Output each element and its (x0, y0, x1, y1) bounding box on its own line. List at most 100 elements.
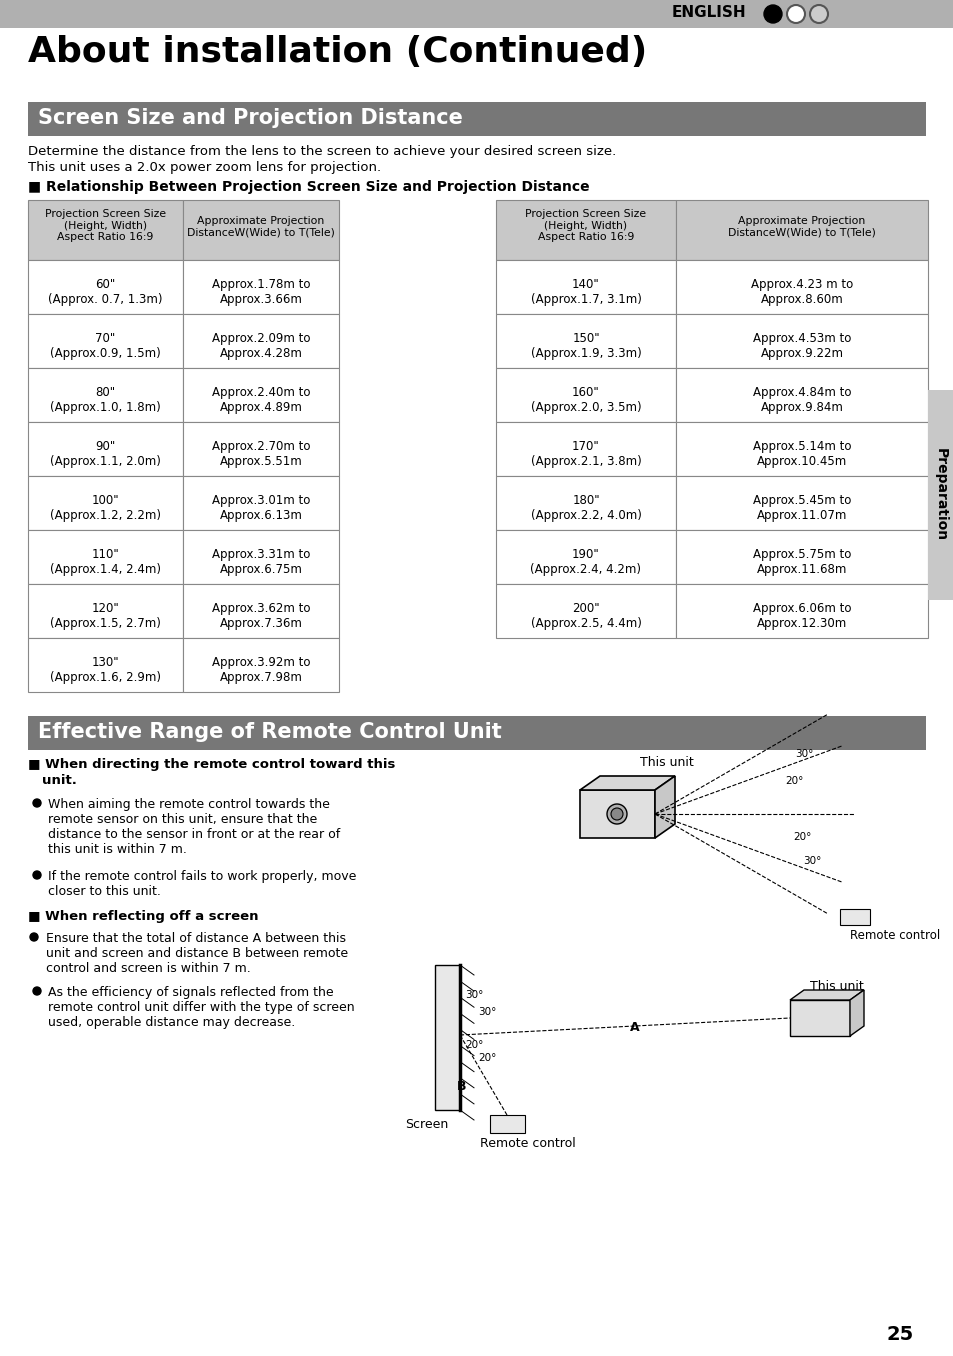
Bar (183, 315, 338, 367)
Text: A: A (629, 1021, 639, 1035)
Text: Ensure that the total of distance A between this
unit and screen and distance B : Ensure that the total of distance A betw… (46, 932, 348, 975)
Bar (676, 584, 927, 639)
Bar (28, 476, 183, 530)
Bar (183, 584, 338, 639)
Text: 100"
(Approx.1.2, 2.2m): 100" (Approx.1.2, 2.2m) (50, 494, 161, 522)
Text: Approx.6.06m to
Approx.12.30m: Approx.6.06m to Approx.12.30m (752, 602, 850, 631)
Bar (496, 260, 676, 315)
Circle shape (809, 5, 827, 23)
Text: Remote control: Remote control (479, 1136, 576, 1150)
Text: If the remote control fails to work properly, move
closer to this unit.: If the remote control fails to work prop… (48, 871, 356, 898)
Bar (496, 584, 676, 639)
Text: B: B (456, 1079, 466, 1093)
Bar (183, 422, 338, 476)
Bar (676, 422, 927, 476)
Text: Approx.4.53m to
Approx.9.22m: Approx.4.53m to Approx.9.22m (752, 332, 850, 359)
Bar (183, 639, 338, 692)
Text: 190"
(Approx.2.4, 4.2m): 190" (Approx.2.4, 4.2m) (530, 548, 640, 576)
Bar (0, 0, 953, 28)
Bar (183, 367, 338, 422)
FancyBboxPatch shape (579, 791, 655, 838)
Bar (496, 476, 676, 530)
Text: Screen Size and Projection Distance: Screen Size and Projection Distance (38, 108, 462, 127)
Circle shape (33, 799, 41, 807)
Bar (676, 199, 927, 260)
Polygon shape (579, 776, 675, 791)
Text: ■ When directing the remote control toward this: ■ When directing the remote control towa… (28, 758, 395, 772)
Text: 120"
(Approx.1.5, 2.7m): 120" (Approx.1.5, 2.7m) (50, 602, 161, 631)
Circle shape (30, 933, 38, 941)
Text: Remote control: Remote control (849, 929, 940, 942)
Text: 160"
(Approx.2.0, 3.5m): 160" (Approx.2.0, 3.5m) (530, 386, 640, 414)
Bar (28, 639, 183, 692)
Bar (496, 199, 676, 260)
Text: 20°: 20° (792, 833, 810, 842)
Text: Approx.3.92m to
Approx.7.98m: Approx.3.92m to Approx.7.98m (212, 656, 310, 683)
Text: Approx.5.45m to
Approx.11.07m: Approx.5.45m to Approx.11.07m (752, 494, 850, 522)
Text: 150"
(Approx.1.9, 3.3m): 150" (Approx.1.9, 3.3m) (530, 332, 640, 359)
Bar (927, 391, 953, 599)
Bar (183, 260, 338, 315)
Text: 20°: 20° (477, 1054, 496, 1063)
Bar (28, 367, 183, 422)
Text: Preparation: Preparation (933, 449, 947, 541)
Text: Approx.4.84m to
Approx.9.84m: Approx.4.84m to Approx.9.84m (752, 386, 850, 414)
Text: Determine the distance from the lens to the screen to achieve your desired scree: Determine the distance from the lens to … (28, 145, 616, 159)
Bar (28, 584, 183, 639)
Text: Approx.2.70m to
Approx.5.51m: Approx.2.70m to Approx.5.51m (212, 439, 310, 468)
Text: As the efficiency of signals reflected from the
remote control unit differ with : As the efficiency of signals reflected f… (48, 986, 355, 1029)
Circle shape (786, 5, 804, 23)
Bar (435, 965, 459, 1111)
Polygon shape (789, 990, 863, 999)
Text: 30°: 30° (464, 990, 483, 999)
Text: Approx.3.31m to
Approx.6.75m: Approx.3.31m to Approx.6.75m (212, 548, 310, 576)
Circle shape (606, 804, 626, 824)
Text: 140"
(Approx.1.7, 3.1m): 140" (Approx.1.7, 3.1m) (530, 278, 640, 306)
Bar (28, 716, 925, 750)
Text: 200"
(Approx.2.5, 4.4m): 200" (Approx.2.5, 4.4m) (530, 602, 640, 631)
Text: 20°: 20° (464, 1040, 483, 1050)
Bar (28, 422, 183, 476)
Circle shape (33, 987, 41, 995)
Text: Approx.2.40m to
Approx.4.89m: Approx.2.40m to Approx.4.89m (212, 386, 310, 414)
Bar (496, 315, 676, 367)
Bar (183, 199, 338, 260)
Text: Approx.3.62m to
Approx.7.36m: Approx.3.62m to Approx.7.36m (212, 602, 310, 631)
Circle shape (33, 871, 41, 879)
Text: This unit: This unit (639, 757, 693, 769)
Text: 60"
(Approx. 0.7, 1.3m): 60" (Approx. 0.7, 1.3m) (49, 278, 163, 306)
Text: When aiming the remote control towards the
remote sensor on this unit, ensure th: When aiming the remote control towards t… (48, 797, 340, 856)
Text: 70"
(Approx.0.9, 1.5m): 70" (Approx.0.9, 1.5m) (51, 332, 161, 359)
Text: Projection Screen Size
(Height, Width)
Aspect Ratio 16:9: Projection Screen Size (Height, Width) A… (45, 209, 166, 243)
Polygon shape (655, 776, 675, 838)
Bar (676, 530, 927, 584)
Bar (676, 315, 927, 367)
Polygon shape (490, 1115, 524, 1134)
Text: 130"
(Approx.1.6, 2.9m): 130" (Approx.1.6, 2.9m) (50, 656, 161, 683)
Bar (28, 260, 183, 315)
Text: Approximate Projection
DistanceW(Wide) to T(Tele): Approximate Projection DistanceW(Wide) t… (727, 216, 875, 237)
Text: Approx.5.75m to
Approx.11.68m: Approx.5.75m to Approx.11.68m (752, 548, 850, 576)
Text: Approx.4.23 m to
Approx.8.60m: Approx.4.23 m to Approx.8.60m (750, 278, 852, 306)
Text: This unit: This unit (809, 980, 862, 993)
Text: Projection Screen Size
(Height, Width)
Aspect Ratio 16:9: Projection Screen Size (Height, Width) A… (525, 209, 646, 243)
Bar (183, 530, 338, 584)
Text: Approx.2.09m to
Approx.4.28m: Approx.2.09m to Approx.4.28m (212, 332, 310, 359)
Bar (789, 999, 849, 1036)
Text: ■ When reflecting off a screen: ■ When reflecting off a screen (28, 910, 258, 923)
Text: About installation (Continued): About installation (Continued) (28, 35, 646, 69)
Bar (496, 367, 676, 422)
Circle shape (763, 5, 781, 23)
Circle shape (610, 808, 622, 820)
Text: Approx.5.14m to
Approx.10.45m: Approx.5.14m to Approx.10.45m (752, 439, 850, 468)
Polygon shape (849, 990, 863, 1036)
Text: unit.: unit. (42, 774, 77, 786)
Bar (676, 260, 927, 315)
Text: 20°: 20° (784, 776, 802, 786)
Bar (676, 476, 927, 530)
Text: 30°: 30° (794, 749, 813, 759)
Bar (28, 102, 925, 136)
Bar (28, 530, 183, 584)
Text: Approx.1.78m to
Approx.3.66m: Approx.1.78m to Approx.3.66m (212, 278, 310, 306)
Bar (28, 315, 183, 367)
